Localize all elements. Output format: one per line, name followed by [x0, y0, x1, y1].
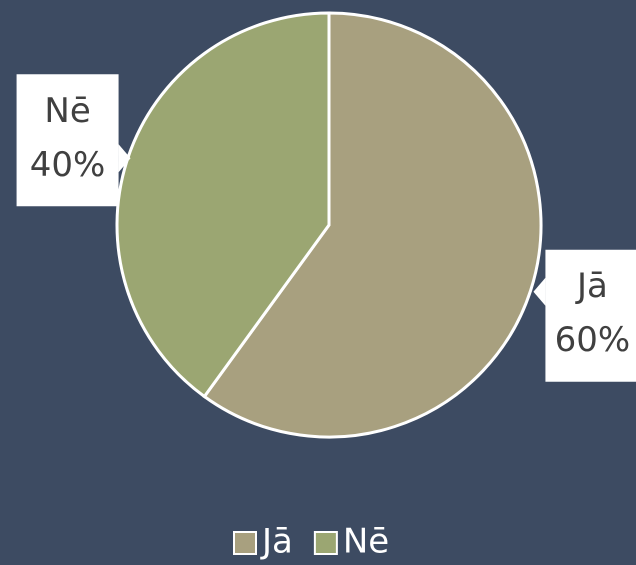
legend-label: Jā	[260, 522, 293, 562]
label-box	[545, 249, 636, 382]
data-label-name: Jā	[575, 266, 608, 306]
label-pointer	[533, 277, 546, 306]
data-label-value: 40%	[30, 145, 106, 185]
legend-label: Nē	[343, 522, 389, 562]
data-label-value: 60%	[555, 320, 631, 360]
label-pointer	[118, 144, 131, 173]
data-label-name: Nē	[44, 91, 90, 131]
pie-slice	[202, 11, 543, 439]
legend-swatch	[233, 531, 257, 555]
label-box	[16, 74, 119, 207]
legend-swatch	[313, 531, 338, 555]
